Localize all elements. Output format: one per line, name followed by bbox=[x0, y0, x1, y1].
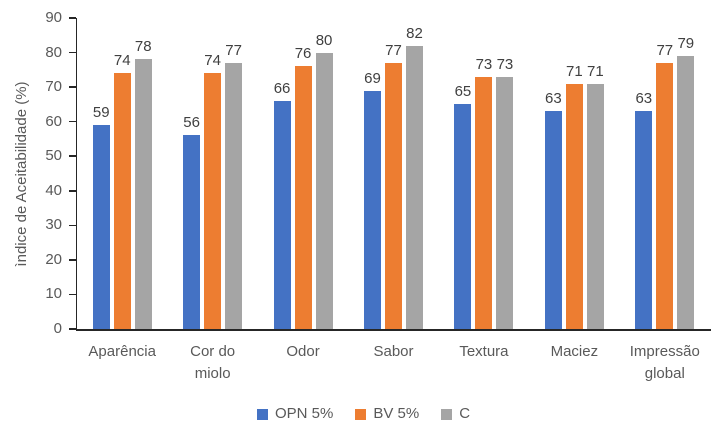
y-tick-mark bbox=[69, 155, 76, 157]
bar-opn-5%-3 bbox=[273, 100, 291, 329]
legend-label: OPN 5% bbox=[274, 405, 334, 422]
data-label: 59 bbox=[92, 104, 110, 122]
bar-bv-5%-3 bbox=[294, 66, 312, 329]
x-category-label: Cor do miolo bbox=[190, 343, 236, 382]
data-label: 73 bbox=[496, 55, 514, 73]
data-label: 79 bbox=[677, 35, 695, 52]
data-label: 56 bbox=[183, 114, 200, 132]
data-label: 69 bbox=[364, 69, 381, 87]
y-tick-mark bbox=[69, 17, 76, 19]
bar-opn-5%-1 bbox=[92, 125, 110, 329]
legend-swatch-icon bbox=[355, 408, 367, 420]
y-tick-label: 50 bbox=[45, 147, 62, 165]
y-tick-mark bbox=[69, 293, 76, 296]
bar-bv-5%-5 bbox=[475, 76, 493, 329]
bar-opn-5%-4 bbox=[364, 90, 381, 329]
y-tick-label: 40 bbox=[45, 181, 62, 199]
bar-bv-5%-4 bbox=[385, 62, 402, 329]
bar-c-3 bbox=[315, 52, 333, 329]
data-label: 63 bbox=[545, 90, 562, 108]
bar-opn-5%-2 bbox=[183, 135, 201, 329]
y-tick-mark bbox=[69, 224, 76, 227]
x-category-label: Impressão global bbox=[629, 343, 700, 382]
legend-item-bv-5%: BV 5% bbox=[355, 404, 419, 424]
y-tick-label: 20 bbox=[45, 250, 62, 268]
data-label: 65 bbox=[454, 83, 472, 101]
y-axis-line bbox=[75, 18, 77, 331]
data-label: 76 bbox=[294, 45, 312, 63]
y-tick-mark bbox=[69, 259, 76, 261]
bar-c-6 bbox=[586, 83, 604, 329]
data-label: 80 bbox=[315, 31, 333, 49]
data-label: 77 bbox=[385, 41, 402, 59]
x-axis-line bbox=[75, 329, 711, 331]
data-label: 73 bbox=[475, 55, 493, 73]
y-tick-label: 90 bbox=[45, 9, 62, 26]
data-label: 74 bbox=[113, 52, 131, 70]
legend-swatch-icon bbox=[441, 408, 453, 420]
data-label: 78 bbox=[134, 38, 152, 56]
x-category-label: Aparência bbox=[88, 343, 156, 360]
y-tick-mark bbox=[69, 328, 76, 330]
data-label: 82 bbox=[406, 24, 423, 42]
bar-opn-5%-5 bbox=[454, 104, 472, 329]
y-tick-label: 80 bbox=[45, 43, 62, 61]
x-category-label: Sabor bbox=[373, 343, 414, 360]
bar-bv-5%-1 bbox=[113, 73, 131, 329]
data-label: 77 bbox=[656, 41, 674, 59]
y-tick-label: 10 bbox=[45, 285, 62, 303]
data-label: 63 bbox=[635, 90, 653, 108]
bar-c-7 bbox=[677, 56, 695, 329]
y-tick-mark bbox=[69, 120, 76, 123]
legend-item-opn-5%: OPN 5% bbox=[256, 404, 334, 424]
y-tick-label: 60 bbox=[45, 112, 62, 130]
x-category-label: Maciez bbox=[550, 343, 599, 360]
legend-item-c: C bbox=[441, 404, 470, 424]
y-axis-title: ìndice de Aceitabilidade (%) bbox=[13, 81, 30, 267]
bar-c-1 bbox=[134, 59, 152, 329]
y-tick-label: 0 bbox=[53, 320, 62, 337]
bar-c-5 bbox=[496, 76, 514, 329]
bar-c-2 bbox=[225, 62, 243, 329]
data-label: 77 bbox=[225, 41, 242, 59]
bar-bv-5%-6 bbox=[565, 83, 583, 329]
legend-label: BV 5% bbox=[373, 405, 420, 422]
data-label: 66 bbox=[273, 79, 291, 97]
y-tick-mark bbox=[69, 51, 76, 54]
bar-opn-5%-7 bbox=[635, 111, 653, 329]
x-category-label: Textura bbox=[459, 343, 509, 360]
bar-bv-5%-7 bbox=[656, 62, 674, 329]
legend: OPN 5% BV 5% C bbox=[0, 404, 727, 424]
legend-swatch-icon bbox=[256, 408, 268, 420]
y-tick-mark bbox=[69, 190, 76, 192]
data-label: 71 bbox=[587, 62, 604, 80]
bar-bv-5%-2 bbox=[204, 73, 222, 329]
bar-c-4 bbox=[406, 45, 423, 329]
y-tick-label: 70 bbox=[45, 78, 62, 96]
data-label: 71 bbox=[566, 62, 583, 80]
legend-label: C bbox=[459, 405, 471, 422]
data-label: 74 bbox=[204, 52, 221, 70]
y-tick-mark bbox=[69, 86, 76, 88]
x-category-label: Odor bbox=[286, 343, 320, 360]
y-tick-label: 30 bbox=[45, 216, 62, 234]
bar-opn-5%-6 bbox=[544, 111, 562, 329]
